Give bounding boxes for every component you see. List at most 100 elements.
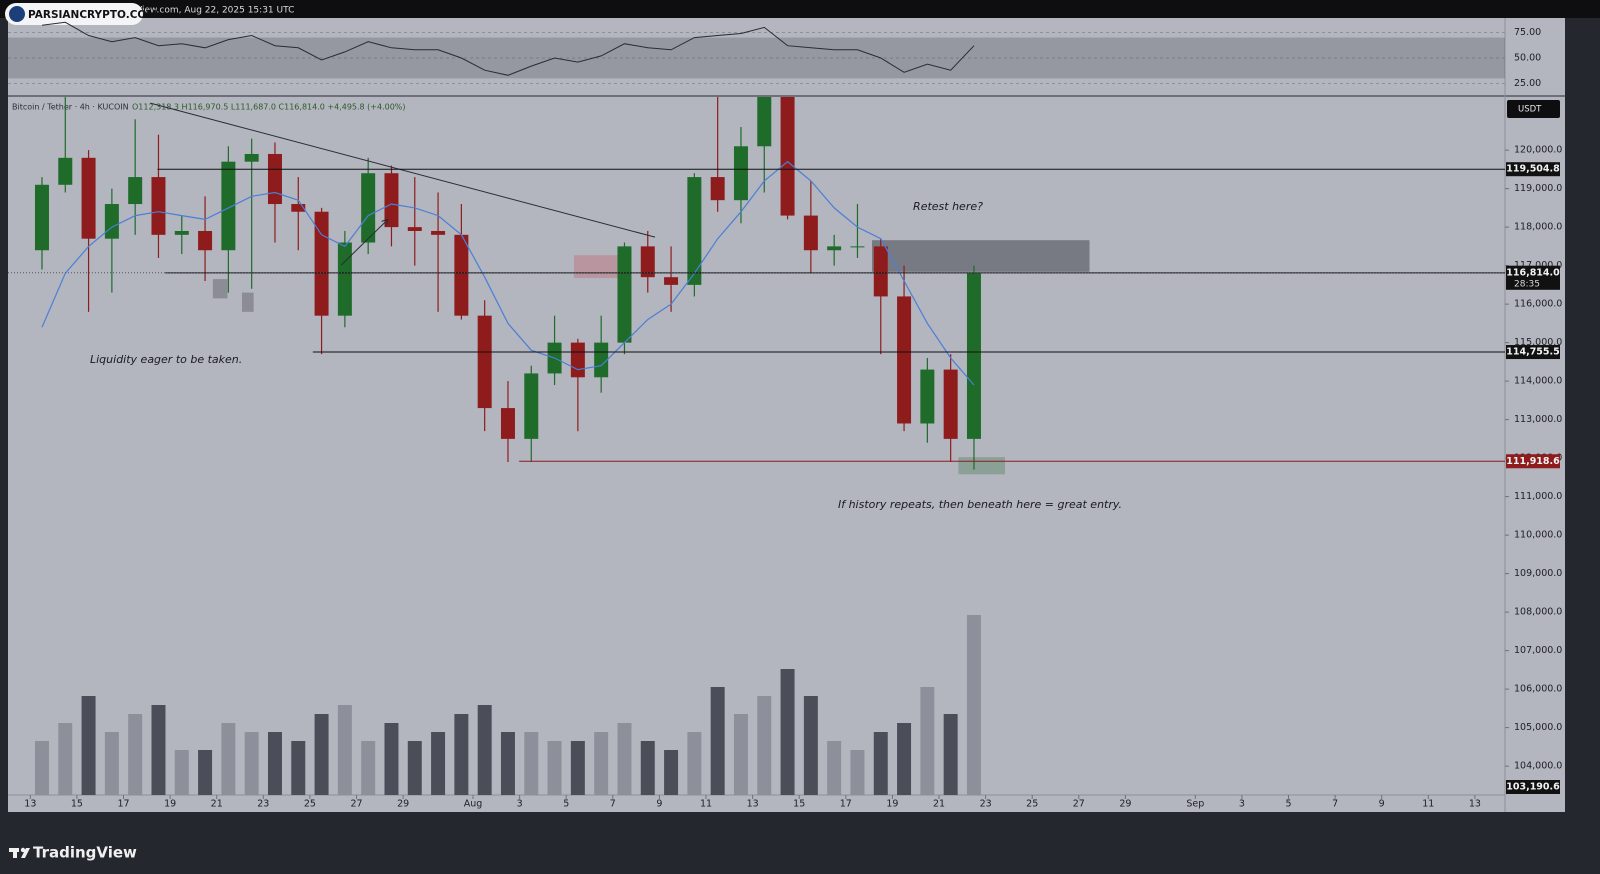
annotation: If history repeats, then beneath here = …: [838, 498, 1122, 511]
x-tick-label: 13: [747, 799, 759, 810]
watermark: PARSIANCRYPTO.COM: [28, 9, 157, 21]
candle-body: [314, 211, 329, 316]
candle-body: [710, 177, 725, 201]
candle-body: [920, 369, 935, 424]
volume-bar: [337, 705, 352, 795]
x-tick-label: 3: [517, 799, 523, 810]
x-tick-label: 23: [980, 799, 992, 810]
volume-bar: [384, 723, 399, 795]
rsi-band: [8, 37, 1505, 79]
candle-body: [407, 227, 422, 231]
chart-title: Bitcoin / Tether · 4h · KUCOIN: [12, 103, 129, 112]
y-tick-label: 118,000.0: [1514, 222, 1562, 233]
y-tick-label: 107,000.0: [1514, 645, 1562, 656]
volume-bar: [966, 615, 981, 795]
candle-body: [477, 315, 492, 409]
watermark-pill: [5, 3, 143, 25]
y-tick-label: 115,000.0: [1514, 337, 1562, 348]
x-tick-label: 9: [1379, 799, 1385, 810]
candle-body: [850, 246, 865, 248]
annotation: Retest here?: [913, 200, 983, 213]
zone: [872, 240, 1090, 272]
last-price-label: 116,814.0: [1506, 267, 1560, 278]
candle-body: [81, 157, 96, 239]
x-tick-label: 23: [257, 799, 269, 810]
candle-body: [570, 342, 585, 378]
y-tick-label: 114,000.0: [1514, 376, 1562, 387]
x-tick-label: 13: [1469, 799, 1481, 810]
x-tick-label: 15: [71, 799, 83, 810]
y-tick-label: 105,000.0: [1514, 722, 1562, 733]
candle-body: [454, 234, 469, 316]
volume-bar: [524, 732, 539, 795]
annotation: Liquidity eager to be taken.: [90, 353, 242, 366]
volume-bar: [710, 687, 725, 795]
volume-bar: [873, 732, 888, 795]
x-tick-label: 7: [1332, 799, 1338, 810]
volume-bar: [570, 741, 585, 795]
currency: USDT: [1518, 105, 1542, 115]
candle-body: [827, 246, 842, 251]
volume-bar: [34, 741, 49, 795]
x-tick-label: 15: [793, 799, 805, 810]
candle-body: [384, 173, 399, 228]
candle-body: [757, 97, 772, 147]
currency-box: [1507, 100, 1560, 118]
candle-body: [34, 184, 49, 251]
volume-bar: [314, 714, 329, 795]
candle-body: [361, 173, 376, 243]
top-bar: [0, 0, 1600, 18]
y-tick-label: 119,000.0: [1514, 183, 1562, 194]
x-tick-label: 7: [610, 799, 616, 810]
axes: 13 15 17 19 21 23 25 27 29 Aug 3 5 7 9 11 13 15 17 19 21 23 2…: [24, 27, 1562, 810]
volume-bar: [128, 714, 143, 795]
footer-logo: [9, 847, 30, 858]
x-tick-label: 27: [1073, 799, 1085, 810]
volume-bar: [221, 723, 236, 795]
volume-bar: [151, 705, 166, 795]
x-tick-label: 19: [164, 799, 176, 810]
x-tick-label: 25: [1026, 799, 1038, 810]
x-tick-label: 11: [700, 799, 712, 810]
volume-bar: [547, 741, 562, 795]
x-tick-label: 17: [117, 799, 129, 810]
x-tick-label: 5: [563, 799, 569, 810]
y-tick-label: 120,000.0: [1514, 145, 1562, 156]
volume-bar: [780, 669, 795, 795]
volume-bar: [500, 732, 515, 795]
rsi-tick-label: 75.00: [1514, 27, 1541, 38]
candle-body: [198, 230, 213, 251]
volume-bar: [244, 732, 259, 795]
y-tick-label: 104,000.0: [1514, 761, 1562, 772]
rsi-tick-label: 25.00: [1514, 78, 1541, 89]
x-tick-label: 27: [350, 799, 362, 810]
volume-bar: [640, 741, 655, 795]
volume-bar: [81, 696, 96, 795]
candle-body: [803, 215, 818, 251]
zone: [212, 279, 228, 299]
volume-bar: [267, 732, 282, 795]
volume-bar: [198, 750, 213, 795]
rsi-tick-label: 50.00: [1514, 52, 1541, 63]
volume-bar: [104, 732, 119, 795]
x-tick-label: 9: [656, 799, 662, 810]
price-label-box: [1506, 162, 1560, 177]
candle-body: [687, 177, 702, 285]
trendline: [340, 218, 389, 266]
volume-bar: [594, 732, 609, 795]
volume-bar: [687, 732, 702, 795]
volume-bar: [407, 741, 422, 795]
ohlc-info: O112,318.3 H116,970.5 L111,687.0 C116,81…: [132, 103, 406, 112]
volume-bar: [58, 723, 73, 795]
volume-bar: [757, 696, 772, 795]
zone: [241, 292, 254, 312]
candle-body: [58, 157, 73, 185]
y-tick-label: 106,000.0: [1514, 684, 1562, 695]
y-tick-label: 108,000.0: [1514, 607, 1562, 618]
candle-body: [500, 408, 515, 439]
volume-bar: [361, 741, 376, 795]
volume-bar: [431, 732, 446, 795]
candle-body: [780, 97, 795, 216]
